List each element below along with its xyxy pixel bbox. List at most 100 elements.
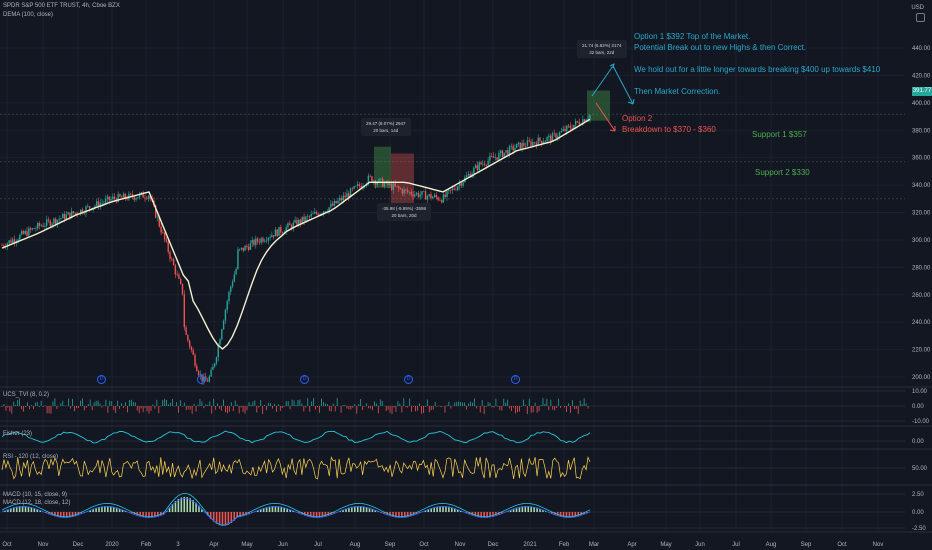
candle-body <box>360 185 362 188</box>
candle-body <box>389 183 391 186</box>
candle-body <box>56 219 59 224</box>
time-tick-label: Dec <box>488 542 499 548</box>
time-tick-label: Aug <box>766 542 777 548</box>
event-marker-1[interactable]: D <box>97 375 106 384</box>
time-tick-label: 2020 <box>105 542 119 548</box>
candle-body <box>324 211 327 212</box>
candle-body <box>58 218 60 220</box>
candle-body <box>119 194 121 197</box>
candle-body <box>571 128 573 129</box>
event-marker-4[interactable]: D <box>404 375 413 384</box>
pane-tick-label: -10.00 <box>912 419 930 425</box>
price-tick-label: 340.00 <box>912 183 931 189</box>
candle-body <box>576 121 579 122</box>
price-axis: 440.00 420.00 400.00 380.00 360.00 340.00 320.… <box>912 46 931 381</box>
last-price-tag: 391.77 <box>912 87 932 96</box>
candle-body <box>510 145 513 147</box>
candle-body <box>560 130 563 133</box>
candle-body <box>306 216 309 217</box>
event-marker-3[interactable]: D <box>300 375 309 384</box>
candle-body <box>133 197 135 200</box>
fisher-legend[interactable]: Fisher (23) <box>3 431 33 437</box>
dema-legend[interactable]: DEMA (100, close) <box>3 12 54 18</box>
candle-body <box>138 193 141 198</box>
candle-body <box>396 186 398 187</box>
candle-body <box>106 196 109 199</box>
candle-body <box>146 198 148 199</box>
candle-body <box>376 182 379 185</box>
support2-label: Support 2 $330 <box>755 168 810 177</box>
option1-line3 <box>634 53 880 64</box>
candle-body <box>312 213 314 215</box>
candle-body <box>498 153 500 160</box>
time-tick-label: Dec <box>73 542 84 548</box>
candle-body <box>147 196 150 199</box>
range-up-box <box>374 146 391 188</box>
macd2-legend[interactable]: MACD (12, 18, close, 12) <box>3 500 71 506</box>
candle-body <box>94 205 96 208</box>
candle-body <box>79 209 82 215</box>
candle-body <box>421 191 423 195</box>
candle-body <box>222 320 225 330</box>
candle-body <box>482 163 484 165</box>
candle-body <box>158 217 160 227</box>
candle-body <box>505 150 507 153</box>
time-tick-label: May <box>241 542 252 548</box>
candle-body <box>292 222 295 229</box>
candle-body <box>38 222 41 226</box>
candle-body <box>444 194 446 197</box>
candle-body <box>212 366 214 370</box>
time-tick-label: 2021 <box>523 542 537 548</box>
range-top-line1: 21.74 (6.82%) 2174 <box>582 43 622 48</box>
macd1-legend[interactable]: MACD (10, 15, close, 9) <box>3 492 68 498</box>
candle-body <box>435 195 437 198</box>
candle-body <box>87 206 89 207</box>
candle-body <box>8 240 10 244</box>
candle-body <box>37 222 39 229</box>
candle-body <box>455 189 457 191</box>
option2-arrow <box>595 102 616 132</box>
price-tick-label: 360.00 <box>912 156 931 162</box>
candle-body <box>469 173 471 178</box>
pane-tick-label: 0.00 <box>912 510 924 516</box>
alert-icon[interactable] <box>916 13 925 22</box>
rsi-legend[interactable]: RSI - 120 (12, close) <box>3 454 59 460</box>
candle-body <box>473 168 475 174</box>
candle-body <box>517 142 520 144</box>
candle-body <box>167 241 169 252</box>
time-tick-label: Jun <box>278 542 288 548</box>
option1-line1: Option 1 $392 Top of the Market. <box>634 32 751 41</box>
candle-body <box>412 194 414 197</box>
candle-body <box>264 240 266 242</box>
candle-body <box>551 133 554 142</box>
event-marker-2[interactable]: D <box>197 375 206 384</box>
candle-body <box>137 197 139 199</box>
candle-body <box>358 184 361 186</box>
candle-body <box>557 136 559 139</box>
candle-body <box>294 220 296 223</box>
candle-body <box>33 228 35 230</box>
time-tick-label: Nov <box>38 542 49 548</box>
candle-body <box>442 194 445 203</box>
candle-body <box>503 152 505 158</box>
candle-body <box>71 211 73 219</box>
candle-body <box>28 228 30 236</box>
range-down-line1: -35.98 (-9.99%) -3598 <box>382 206 427 211</box>
candle-body <box>433 195 436 197</box>
candle-body <box>542 141 545 144</box>
event-marker-5[interactable]: D <box>511 375 520 384</box>
time-tick-label: Mar <box>589 542 599 548</box>
candle-body <box>567 125 570 127</box>
candle-body <box>423 191 425 192</box>
candle-body <box>121 196 123 198</box>
candle-body <box>47 219 50 221</box>
candle-body <box>369 175 371 177</box>
candle-body <box>285 227 287 233</box>
ucs-legend[interactable]: UCS_TVI (8, 0.2) <box>3 392 50 398</box>
candle-body <box>69 212 71 219</box>
candle-body <box>85 206 87 214</box>
candle-body <box>267 237 269 241</box>
pane-tick-label: 0.00 <box>912 404 924 410</box>
candle-body <box>190 346 193 351</box>
